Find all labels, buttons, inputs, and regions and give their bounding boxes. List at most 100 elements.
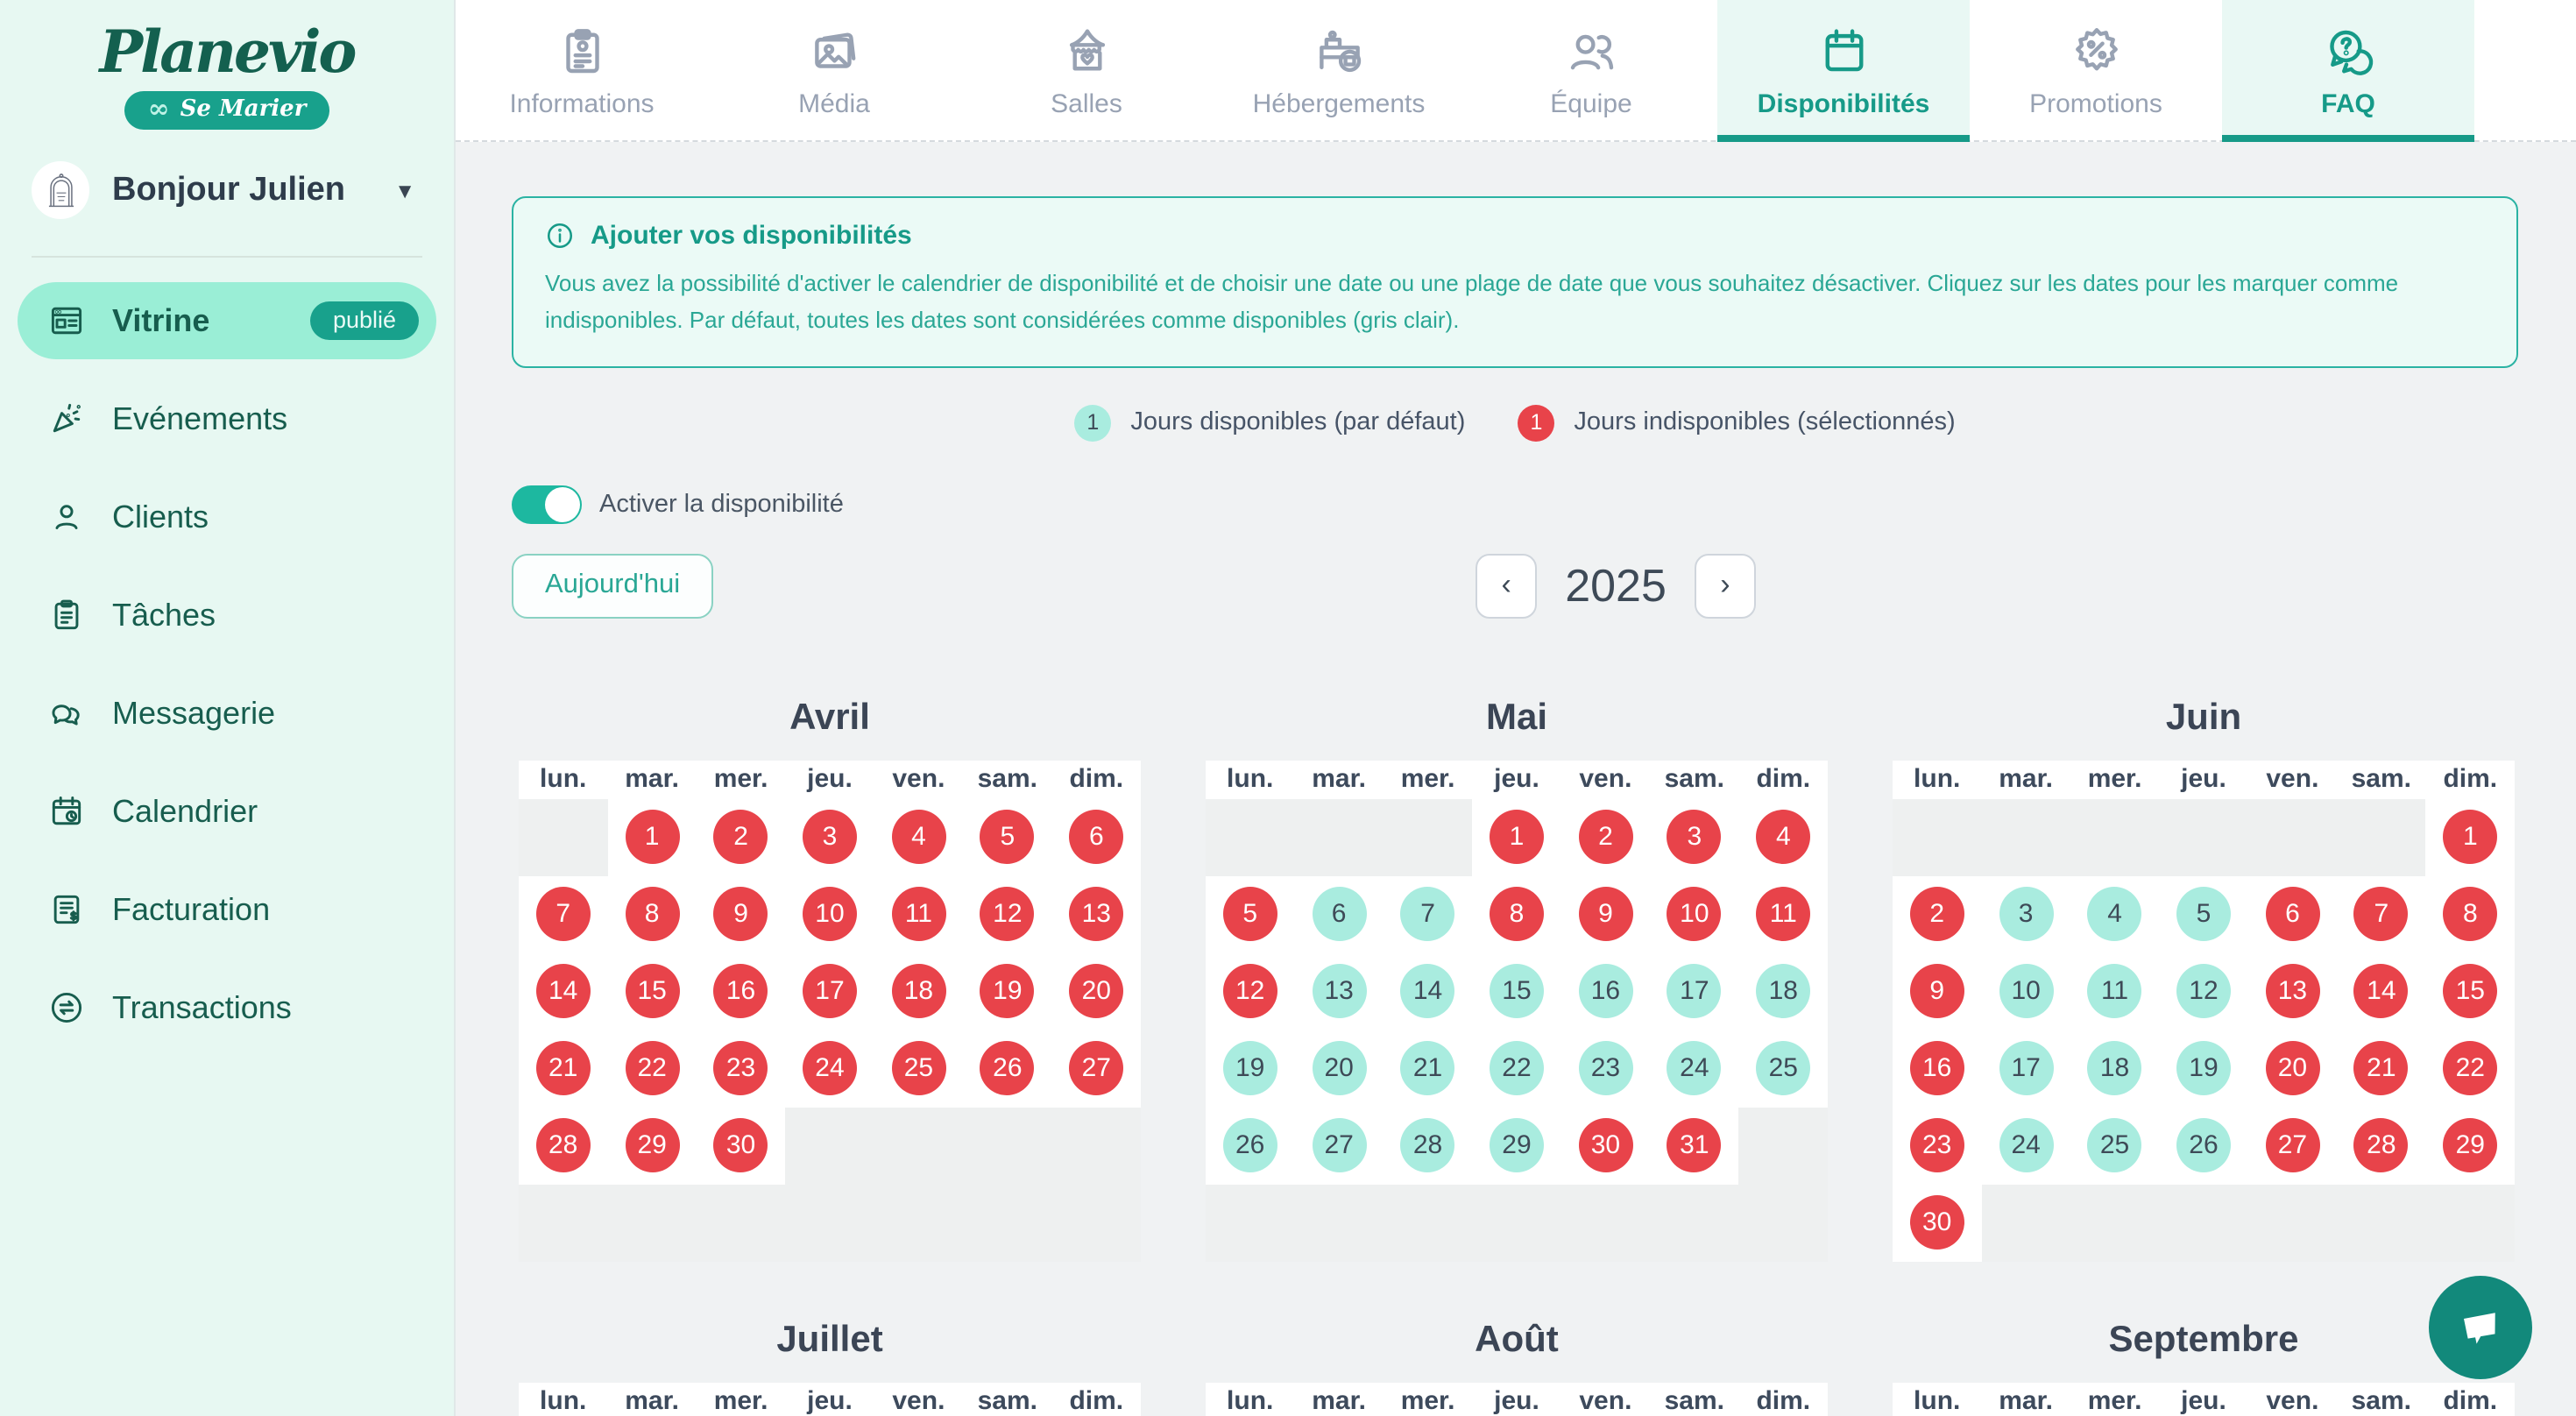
- day-cell[interactable]: 11: [1738, 875, 1828, 953]
- day-unavailable[interactable]: 14: [2353, 964, 2409, 1019]
- day-cell[interactable]: 4: [2070, 875, 2160, 953]
- day-cell[interactable]: 8: [2425, 875, 2515, 953]
- day-cell[interactable]: 11: [2070, 952, 2160, 1030]
- day-cell[interactable]: 20: [2247, 1030, 2338, 1108]
- day-unavailable[interactable]: 30: [1909, 1195, 1964, 1250]
- day-unavailable[interactable]: 11: [891, 887, 946, 942]
- day-unavailable[interactable]: 29: [625, 1118, 680, 1173]
- sidebar-item-facturation[interactable]: Facturation: [18, 871, 436, 948]
- sidebar-item-clients[interactable]: Clients: [18, 478, 436, 556]
- sidebar-item-taches[interactable]: Tâches: [18, 577, 436, 654]
- day-cell[interactable]: 6: [2247, 875, 2338, 953]
- day-unavailable[interactable]: 4: [1756, 810, 1811, 865]
- day-available[interactable]: 6: [1312, 887, 1367, 942]
- day-cell[interactable]: 15: [607, 952, 697, 1030]
- day-cell[interactable]: 23: [1893, 1107, 1982, 1185]
- sidebar-item-transactions[interactable]: Transactions: [18, 969, 436, 1046]
- day-available[interactable]: 25: [1756, 1041, 1811, 1096]
- day-cell[interactable]: 27: [1294, 1107, 1384, 1185]
- tab-salles[interactable]: Salles: [960, 0, 1213, 140]
- day-available[interactable]: 27: [1312, 1118, 1367, 1173]
- day-cell[interactable]: 9: [1560, 875, 1651, 953]
- day-available[interactable]: 23: [1578, 1041, 1633, 1096]
- day-cell[interactable]: 12: [1206, 952, 1295, 1030]
- day-cell[interactable]: 25: [2070, 1107, 2160, 1185]
- day-available[interactable]: 16: [1578, 964, 1633, 1019]
- tab-hebergements[interactable]: Hébergements: [1213, 0, 1465, 140]
- day-cell[interactable]: 13: [1051, 875, 1141, 953]
- tab-promotions[interactable]: Promotions: [1970, 0, 2222, 140]
- day-cell[interactable]: 9: [696, 875, 786, 953]
- day-cell[interactable]: 10: [785, 875, 874, 953]
- day-unavailable[interactable]: 28: [535, 1118, 591, 1173]
- day-cell[interactable]: 27: [2247, 1107, 2338, 1185]
- day-unavailable[interactable]: 24: [802, 1041, 857, 1096]
- day-cell[interactable]: 7: [519, 875, 608, 953]
- day-cell[interactable]: 24: [1650, 1030, 1739, 1108]
- day-unavailable[interactable]: 1: [1489, 810, 1544, 865]
- day-available[interactable]: 5: [2176, 887, 2231, 942]
- day-unavailable[interactable]: 22: [2443, 1041, 2498, 1096]
- sidebar-item-messagerie[interactable]: Messagerie: [18, 675, 436, 752]
- day-cell[interactable]: 11: [874, 875, 964, 953]
- day-unavailable[interactable]: 5: [1222, 887, 1277, 942]
- day-cell[interactable]: 21: [1383, 1030, 1473, 1108]
- day-cell[interactable]: 30: [696, 1107, 786, 1185]
- day-cell[interactable]: 8: [607, 875, 697, 953]
- day-unavailable[interactable]: 7: [2353, 887, 2409, 942]
- day-unavailable[interactable]: 2: [1578, 810, 1633, 865]
- day-unavailable[interactable]: 9: [1909, 964, 1964, 1019]
- day-available[interactable]: 7: [1400, 887, 1455, 942]
- user-menu[interactable]: Bonjour Julien ▼: [0, 161, 454, 219]
- day-available[interactable]: 11: [2087, 964, 2142, 1019]
- day-cell[interactable]: 13: [1294, 952, 1384, 1030]
- day-cell[interactable]: 2: [1560, 798, 1651, 876]
- day-unavailable[interactable]: 6: [2265, 887, 2320, 942]
- day-unavailable[interactable]: 12: [1222, 964, 1277, 1019]
- day-unavailable[interactable]: 27: [1069, 1041, 1124, 1096]
- day-unavailable[interactable]: 23: [713, 1041, 768, 1096]
- day-available[interactable]: 22: [1489, 1041, 1544, 1096]
- day-cell[interactable]: 16: [696, 952, 786, 1030]
- day-unavailable[interactable]: 1: [2443, 810, 2498, 865]
- day-unavailable[interactable]: 7: [535, 887, 591, 942]
- day-unavailable[interactable]: 13: [1069, 887, 1124, 942]
- day-unavailable[interactable]: 2: [713, 810, 768, 865]
- day-available[interactable]: 19: [2176, 1041, 2231, 1096]
- day-unavailable[interactable]: 30: [1578, 1118, 1633, 1173]
- day-cell[interactable]: 23: [1560, 1030, 1651, 1108]
- day-cell[interactable]: 29: [607, 1107, 697, 1185]
- day-cell[interactable]: 21: [519, 1030, 608, 1108]
- day-cell[interactable]: 28: [1383, 1107, 1473, 1185]
- day-unavailable[interactable]: 20: [1069, 964, 1124, 1019]
- day-cell[interactable]: 25: [1738, 1030, 1828, 1108]
- day-unavailable[interactable]: 8: [625, 887, 680, 942]
- day-available[interactable]: 24: [1667, 1041, 1722, 1096]
- day-cell[interactable]: 4: [874, 798, 964, 876]
- day-cell[interactable]: 7: [2337, 875, 2426, 953]
- day-cell[interactable]: 22: [2425, 1030, 2515, 1108]
- day-unavailable[interactable]: 21: [535, 1041, 591, 1096]
- day-cell[interactable]: 18: [2070, 1030, 2160, 1108]
- day-unavailable[interactable]: 16: [1909, 1041, 1964, 1096]
- day-unavailable[interactable]: 9: [713, 887, 768, 942]
- day-cell[interactable]: 6: [1294, 875, 1384, 953]
- day-cell[interactable]: 8: [1472, 875, 1561, 953]
- day-unavailable[interactable]: 9: [1578, 887, 1633, 942]
- day-unavailable[interactable]: 11: [1756, 887, 1811, 942]
- sidebar-item-evenements[interactable]: Evénements: [18, 380, 436, 457]
- day-available[interactable]: 4: [2087, 887, 2142, 942]
- tab-informations[interactable]: Informations: [456, 0, 708, 140]
- day-cell[interactable]: 2: [1893, 875, 1982, 953]
- day-cell[interactable]: 15: [1472, 952, 1561, 1030]
- day-available[interactable]: 15: [1489, 964, 1544, 1019]
- day-available[interactable]: 26: [2176, 1118, 2231, 1173]
- day-available[interactable]: 17: [1999, 1041, 2054, 1096]
- day-available[interactable]: 14: [1400, 964, 1455, 1019]
- day-cell[interactable]: 19: [963, 952, 1052, 1030]
- day-cell[interactable]: 31: [1650, 1107, 1739, 1185]
- day-unavailable[interactable]: 27: [2265, 1118, 2320, 1173]
- day-cell[interactable]: 23: [696, 1030, 786, 1108]
- day-available[interactable]: 28: [1400, 1118, 1455, 1173]
- day-cell[interactable]: 14: [1383, 952, 1473, 1030]
